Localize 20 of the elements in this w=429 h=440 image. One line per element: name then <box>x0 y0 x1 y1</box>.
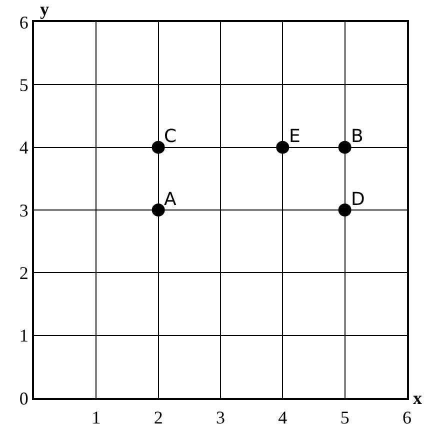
x-axis-title: x <box>413 388 422 408</box>
annotation: E <box>289 126 300 147</box>
y-tick-label: 0 <box>19 388 28 408</box>
y-tick-label: 3 <box>19 200 28 220</box>
x-tick-label: 1 <box>92 408 101 428</box>
annotation: B <box>351 126 364 147</box>
x-tick-label: 4 <box>278 408 288 428</box>
y-tick-label: 2 <box>19 262 28 283</box>
y-tick-label: 6 <box>19 12 28 32</box>
x-tick-label: 6 <box>402 408 412 428</box>
x-tick-label: 2 <box>154 408 163 428</box>
y-tick-label: 1 <box>19 326 28 346</box>
annotation: D <box>351 189 365 210</box>
annotation: A <box>164 189 177 210</box>
x-tick-label: 5 <box>340 408 350 428</box>
y-tick-label: 5 <box>19 74 28 95</box>
y-tick-label: 4 <box>19 138 28 158</box>
annotation: C <box>164 126 177 147</box>
y-axis-title: y <box>40 0 49 19</box>
x-tick-label: 3 <box>216 408 225 428</box>
